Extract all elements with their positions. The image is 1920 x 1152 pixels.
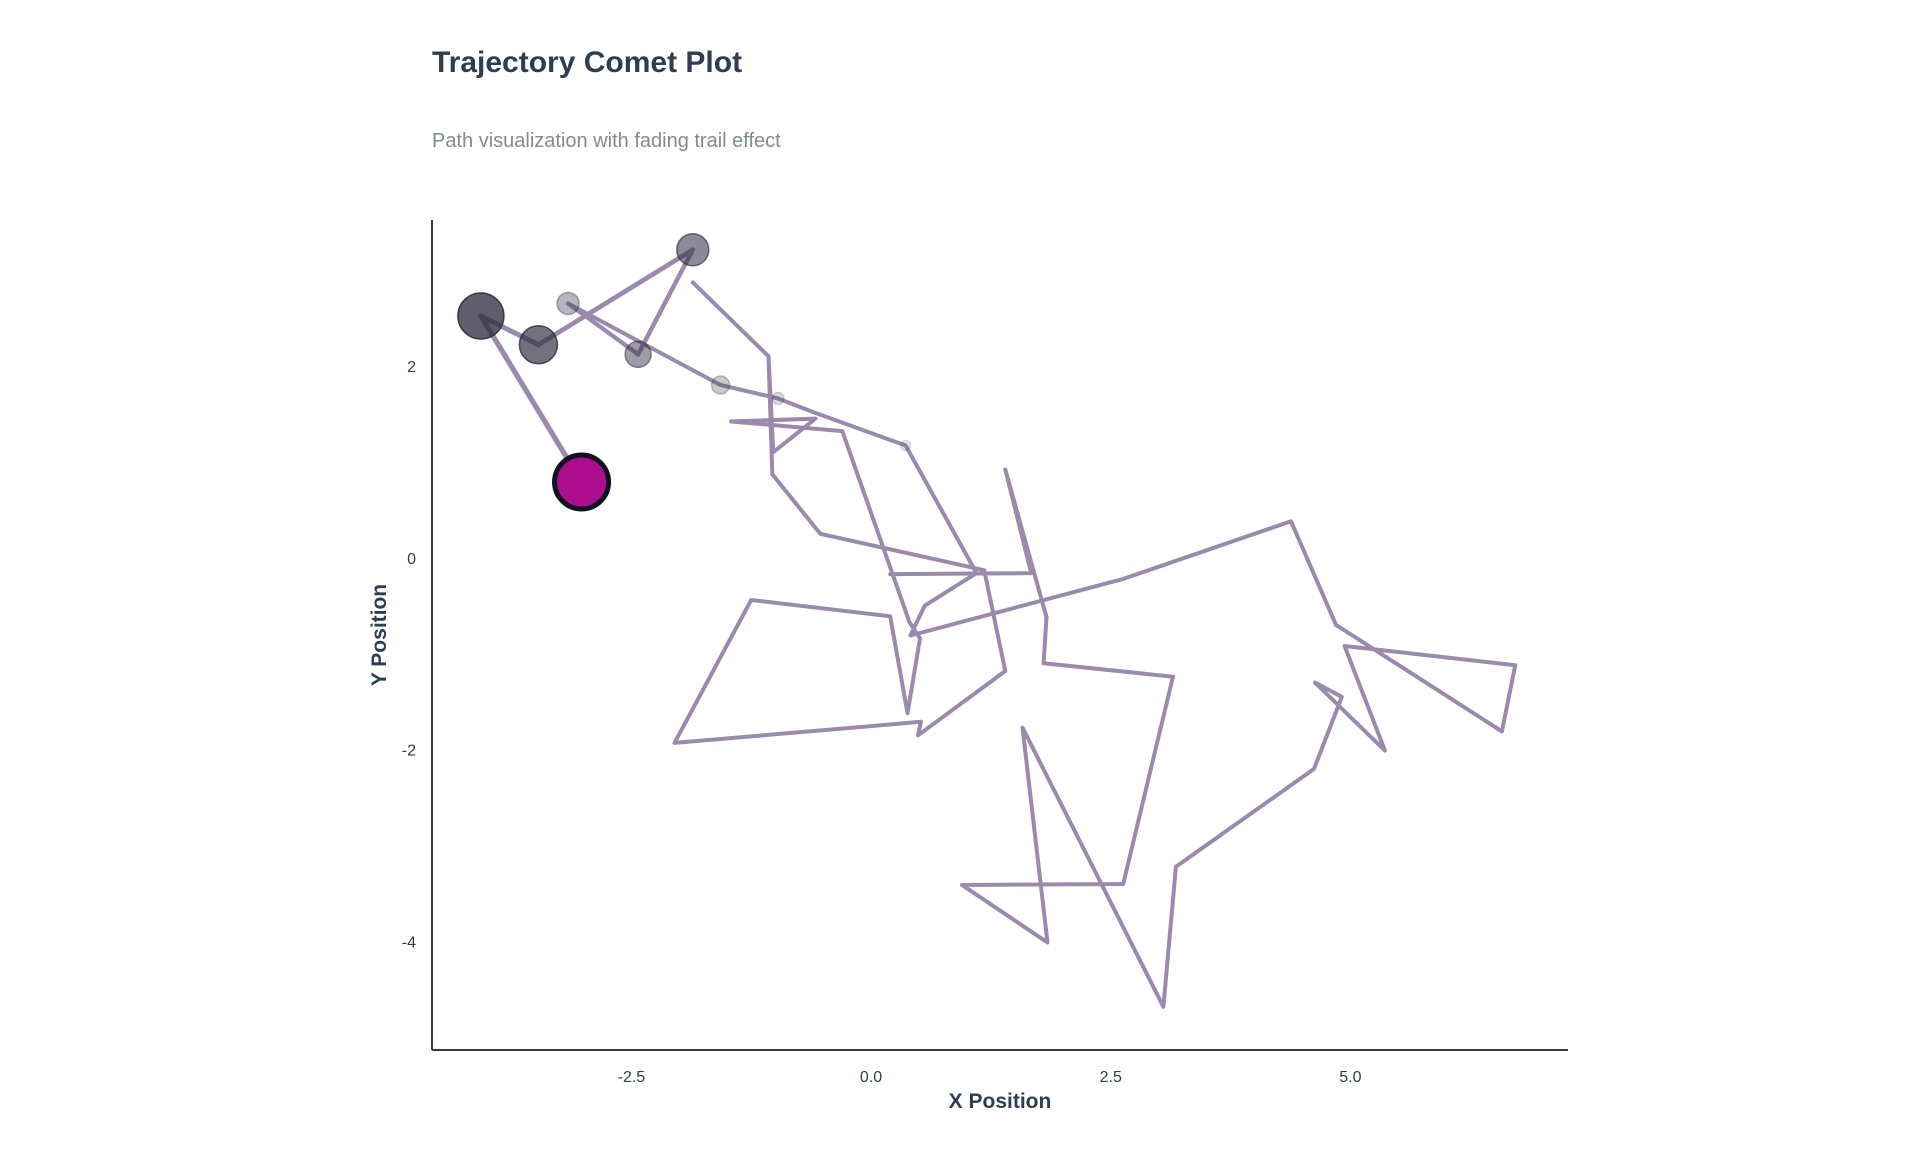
trail-path-group — [478, 247, 723, 485]
trail-segment — [536, 247, 696, 348]
y-axis-title: Y Position — [368, 584, 391, 686]
y-tick-labels: -4 -2 0 2 — [402, 359, 416, 952]
trail-marker — [771, 391, 785, 406]
y-tick-label: 0 — [407, 551, 416, 568]
chart-subtitle: Path visualization with fading trail eff… — [432, 130, 781, 152]
chart-title: Trajectory Comet Plot — [432, 46, 743, 79]
comet-head-marker — [552, 452, 612, 512]
trail-segment — [635, 247, 696, 357]
trail-marker — [556, 291, 580, 316]
y-tick-label: -2 — [402, 743, 416, 760]
trail-markers-group — [457, 232, 912, 512]
trail-marker — [899, 439, 912, 452]
x-tick-labels: -2.5 0.0 2.5 5.0 — [618, 1069, 1362, 1086]
trajectory-line — [718, 383, 1518, 1009]
trail-marker — [624, 340, 652, 369]
trail-segment — [478, 313, 585, 485]
trail-segment — [566, 301, 641, 357]
x-axis-title: X Position — [949, 1090, 1052, 1113]
y-tick-label: 2 — [407, 359, 416, 376]
trail-marker — [518, 324, 559, 365]
x-tick-label: -2.5 — [618, 1069, 646, 1086]
trajectory-line — [672, 280, 1008, 745]
trail-marker — [676, 232, 710, 267]
trail-marker — [457, 292, 505, 340]
trajectory-path-group — [672, 280, 1518, 1009]
y-tick-label: -4 — [402, 935, 416, 952]
x-tick-label: 5.0 — [1339, 1069, 1361, 1086]
x-tick-label: 0.0 — [860, 1069, 882, 1086]
trail-marker — [710, 375, 731, 395]
x-tick-label: 2.5 — [1100, 1069, 1122, 1086]
